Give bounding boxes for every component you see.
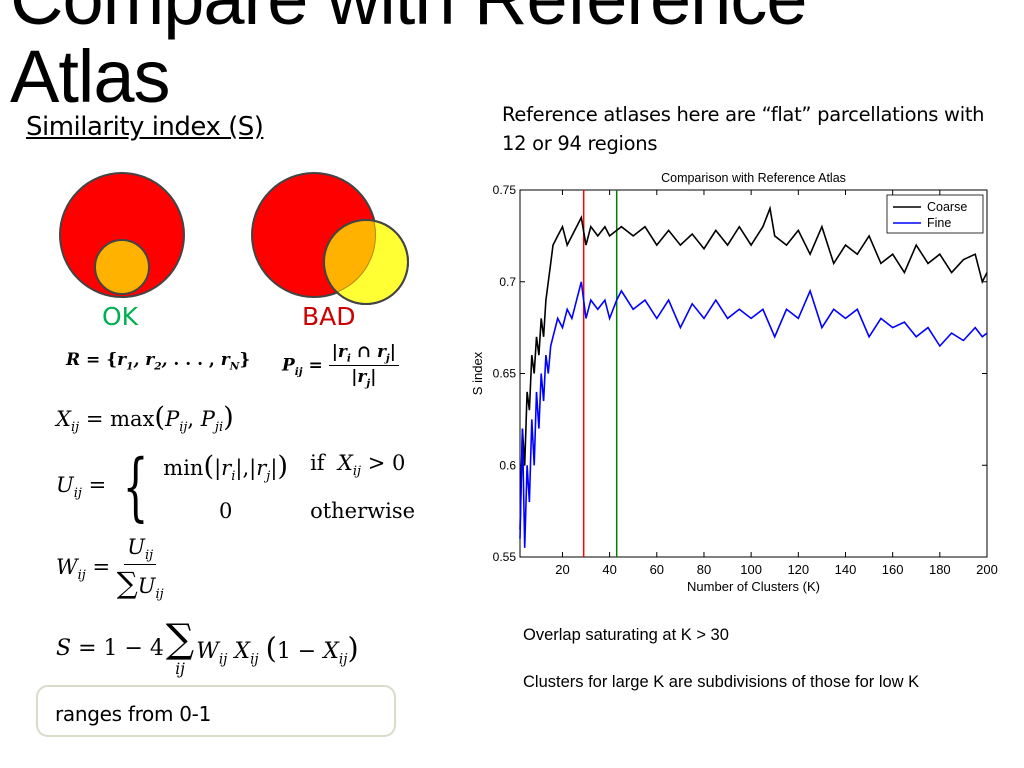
formula-r-definition: R = {r1, r2, . . . , rN}	[66, 350, 251, 373]
chart-x-axis-label: Number of Clusters (K)	[687, 579, 820, 594]
range-text: ranges from 0-1	[55, 702, 211, 726]
ok-diagram	[59, 172, 185, 298]
legend-label-fine: Fine	[927, 216, 951, 230]
x-tick-label: 180	[929, 562, 951, 577]
overlap-diagram	[59, 172, 409, 305]
comparison-chart: Comparison with Reference Atlas Number of…	[470, 171, 998, 594]
formula-p-definition: Pij = |ri ∩ rj| |rj|	[282, 342, 399, 390]
series-line-fine	[519, 281, 988, 548]
overlap-note: Overlap saturating at K > 30	[523, 626, 729, 644]
bad-label: BAD	[302, 302, 356, 331]
formula-w-definition: Wij = Uij ∑Uij	[56, 535, 164, 603]
y-tick-label: 0.55	[493, 550, 517, 564]
slide-subtitle: Similarity index (S)	[26, 112, 264, 142]
range-callout-box	[36, 685, 396, 737]
x-tick-label: 80	[697, 562, 711, 577]
y-tick-label: 0.6	[499, 458, 516, 472]
bad-overlap-region	[324, 220, 376, 297]
x-tick-label: 160	[882, 562, 904, 577]
x-tick-label: 40	[602, 562, 616, 577]
clusters-note: Clusters for large K are subdivisions of…	[523, 673, 920, 691]
formula-u-otherwise: otherwise	[310, 498, 416, 523]
x-tick-label: 20	[555, 562, 569, 577]
ok-label: OK	[102, 302, 139, 331]
y-tick-label: 0.75	[493, 183, 517, 197]
formula-x-definition: Xij = max(Pij, Pji)	[56, 402, 234, 436]
formula-u-definition: Uij = { min(|ri|,|rj|) if Xij > 0 0 othe…	[56, 444, 416, 530]
chart-plot-area	[519, 189, 988, 558]
x-tick-label: 60	[650, 562, 664, 577]
x-tick-label: 100	[740, 562, 762, 577]
chart-title: Comparison with Reference Atlas	[661, 171, 846, 185]
reference-atlas-description: Reference atlases here are “flat” parcel…	[502, 103, 985, 155]
bad-diagram	[251, 172, 409, 305]
y-tick-label: 0.65	[493, 367, 517, 381]
ok-big-circle	[59, 172, 185, 298]
chart-y-axis-label: S index	[470, 351, 485, 395]
chart-legend	[886, 194, 984, 234]
legend-label-coarse: Coarse	[927, 200, 967, 214]
formula-s-definition: S = 1 − 4 ∑ ij Wij Xij (1 − Xij)	[56, 616, 359, 678]
x-tick-label: 200	[976, 562, 998, 577]
ok-small-circle	[94, 239, 150, 295]
slide-title: Compare with Reference Atlas	[10, 0, 807, 118]
y-tick-label: 0.7	[499, 275, 516, 289]
series-line-coarse	[519, 205, 988, 530]
x-tick-label: 120	[787, 562, 809, 577]
x-tick-label: 140	[835, 562, 857, 577]
formula-u-if: if	[310, 451, 325, 476]
